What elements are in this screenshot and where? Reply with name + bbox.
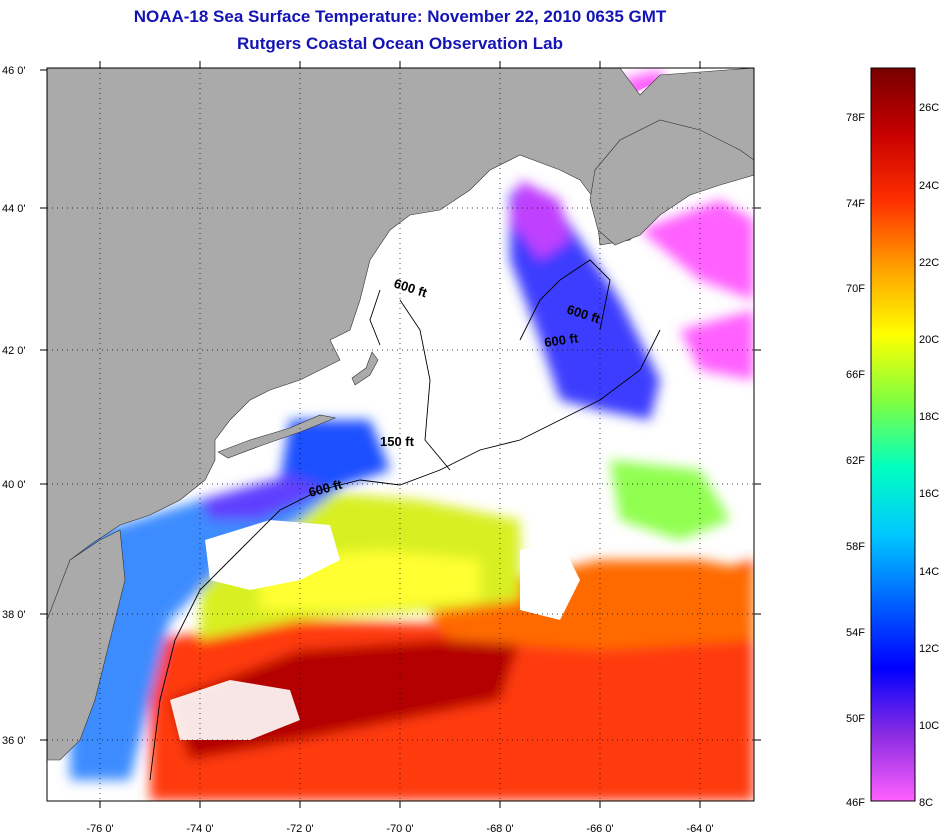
cape-cod — [351, 351, 379, 386]
colorbar-c-label: 20C — [919, 334, 939, 346]
lat-tick-label: 42 0' — [2, 345, 26, 357]
lon-tick-label: -72 0' — [286, 823, 313, 835]
colorbar-f-label: 62F — [846, 455, 865, 467]
colorbar-c-label: 10C — [919, 720, 939, 732]
graticule — [47, 68, 754, 801]
lon-tick-label: -70 0' — [386, 823, 413, 835]
colorbar-c-label: 18C — [919, 411, 939, 423]
colorbar-c-label: 22C — [919, 257, 939, 269]
bathymetry-contours — [149, 259, 661, 781]
lat-tick-label: 40 0' — [2, 479, 26, 491]
cold-patch-3 — [680, 310, 754, 380]
land-masses — [47, 68, 754, 761]
lat-tick-label: 44 0' — [2, 203, 26, 215]
map-subtitle: Rutgers Coastal Ocean Observation Lab — [237, 34, 563, 53]
colorbar-f-label: 54F — [846, 627, 865, 639]
colorbar-f-label: 58F — [846, 541, 865, 553]
lon-tick-label: -76 0' — [86, 823, 113, 835]
long-island — [217, 414, 337, 459]
cold-patch-2 — [640, 200, 754, 300]
lat-tick-label: 38 0' — [2, 609, 26, 621]
lat-tick-label: 46 0' — [2, 65, 26, 77]
delmarva — [47, 529, 126, 761]
lon-tick-label: -74 0' — [186, 823, 213, 835]
lat-tick-label: 36 0' — [2, 735, 26, 747]
contour-label: 600 ft — [543, 330, 579, 350]
colorbar-f-label: 74F — [846, 198, 865, 210]
colorbar-c-label: 12C — [919, 643, 939, 655]
offshore-green — [610, 460, 730, 540]
gulf-of-maine-edge — [510, 180, 570, 260]
latitude-axis — [40, 69, 761, 741]
colorbar-f-label: 78F — [846, 112, 865, 124]
colorbar-c-label: 14C — [919, 566, 939, 578]
cold-eddy — [280, 420, 390, 490]
colorbar-c-label: 26C — [919, 102, 939, 114]
colorbar-c-label: 16C — [919, 488, 939, 500]
colorbar-scale — [870, 67, 916, 802]
lon-tick-label: -66 0' — [586, 823, 613, 835]
colorbar-c-label: 24C — [919, 180, 939, 192]
contour-label: 150 ft — [380, 434, 415, 449]
shelf-water — [70, 480, 350, 780]
cold-front — [200, 475, 330, 520]
colorbar-f-label: 50F — [846, 713, 865, 725]
colorbar-f-label: 46F — [846, 797, 865, 809]
colorbar-f-label: 66F — [846, 369, 865, 381]
colorbar-f-label: 70F — [846, 283, 865, 295]
colorbar-c-label: 8C — [919, 797, 933, 809]
sst-map: 600 ft 600 ft 600 ft 150 ft 600 ft — [47, 68, 754, 801]
lon-tick-label: -64 0' — [686, 823, 713, 835]
colorbar: 78F 74F 70F 66F 62F 58F 54F 50F 46F 26C … — [846, 67, 939, 809]
lon-tick-label: -68 0' — [486, 823, 513, 835]
longitude-axis — [99, 61, 701, 808]
nova-scotia — [589, 119, 754, 246]
map-title: NOAA-18 Sea Surface Temperature: Novembe… — [133, 7, 667, 26]
